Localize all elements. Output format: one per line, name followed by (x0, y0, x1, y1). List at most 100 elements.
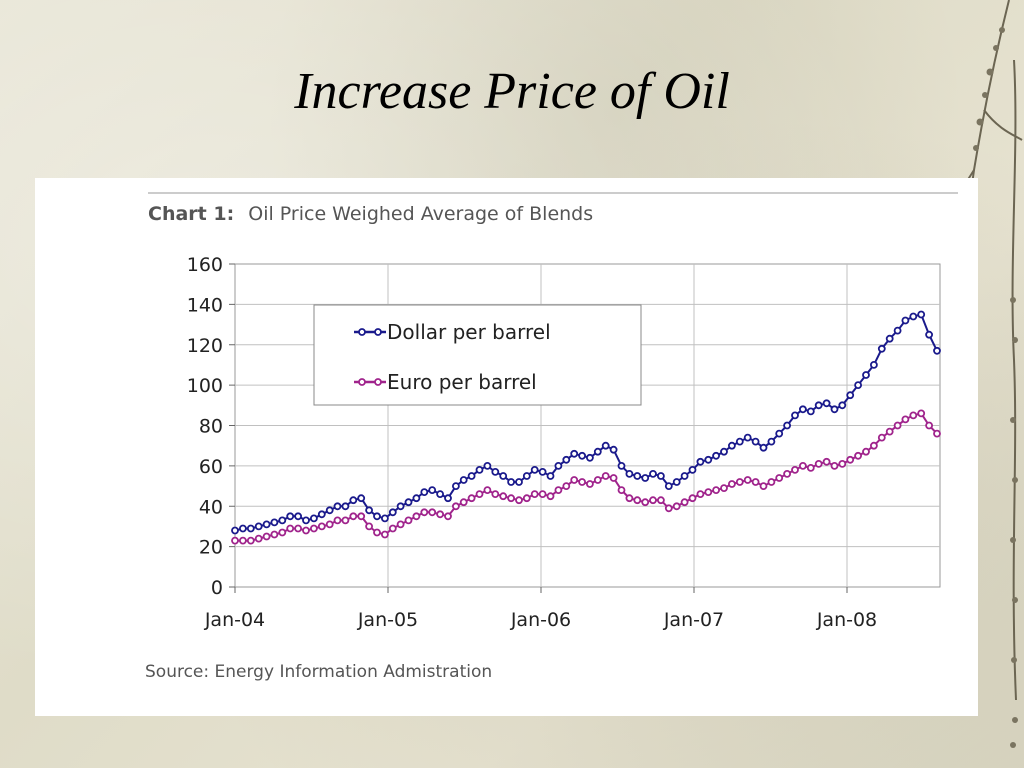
data-point-euro (451, 502, 460, 511)
data-point-dollar (806, 407, 815, 416)
legend-swatch-marker (358, 328, 366, 336)
data-point-euro (806, 463, 815, 472)
data-point-dollar (507, 478, 516, 486)
data-point-dollar (341, 502, 350, 511)
y-tick-label: 60 (199, 456, 223, 478)
data-point-euro (380, 530, 389, 539)
data-point-euro (783, 469, 791, 478)
data-point-dollar (633, 472, 642, 480)
data-point-dollar (735, 437, 744, 446)
data-point-euro (412, 512, 421, 521)
data-point-dollar (254, 522, 263, 531)
data-point-euro (325, 520, 334, 529)
data-point-dollar (720, 447, 728, 456)
legend-label: Euro per barrel (387, 370, 537, 394)
svg-text:Chart 1: Oil Price Weigh: Chart 1: Oil Price Weighed Average of Bl… (148, 203, 593, 225)
data-point-euro (672, 502, 681, 511)
data-point-euro (459, 498, 468, 507)
data-point-euro (586, 480, 594, 488)
data-point-euro (578, 478, 586, 486)
data-point-dollar (365, 506, 374, 515)
y-tick-label: 120 (187, 335, 223, 357)
data-point-euro (925, 421, 933, 430)
data-point-dollar (877, 344, 886, 353)
data-point-euro (475, 490, 484, 499)
data-point-euro (854, 451, 862, 460)
data-point-dollar (625, 469, 634, 478)
data-point-dollar (396, 502, 405, 511)
x-tick-label: Jan-08 (816, 609, 877, 631)
data-point-euro (254, 534, 263, 543)
data-point-dollar (538, 467, 547, 476)
data-point-dollar (570, 449, 579, 458)
data-point-dollar (270, 518, 279, 527)
data-point-euro (278, 528, 287, 537)
data-point-dollar (373, 512, 381, 521)
data-point-dollar (593, 447, 602, 456)
data-point-euro (483, 486, 492, 495)
data-point-euro (562, 482, 571, 491)
data-point-dollar (467, 472, 476, 480)
oil-price-chart: Chart 1: Oil Price Weighed Average of Bl… (145, 192, 958, 682)
data-point-euro (680, 498, 689, 507)
data-point-euro (917, 409, 926, 418)
data-point-euro (704, 488, 713, 497)
data-point-dollar (909, 312, 918, 321)
data-point-euro (759, 482, 768, 491)
data-point-dollar (783, 421, 791, 430)
data-point-dollar (822, 399, 831, 408)
data-point-euro (751, 478, 760, 486)
data-point-euro (270, 530, 279, 539)
data-point-dollar (846, 391, 855, 400)
data-point-dollar (586, 453, 594, 462)
data-point-euro (302, 526, 310, 535)
data-point-dollar (404, 498, 413, 507)
x-tick-label: Jan-07 (663, 609, 724, 631)
data-point-dollar (641, 474, 650, 482)
legend-swatch-marker (374, 378, 382, 386)
data-point-euro (231, 536, 239, 545)
data-point-dollar (420, 488, 429, 497)
data-point-euro (262, 532, 271, 541)
data-point-dollar (286, 512, 295, 521)
data-point-euro (609, 474, 618, 482)
data-point-euro (530, 490, 539, 499)
data-point-euro (388, 524, 397, 533)
data-point-euro (728, 480, 736, 488)
chart-panel: Chart 1: Oil Price Weighed Average of Bl… (35, 178, 978, 716)
data-point-dollar (246, 524, 255, 533)
data-point-dollar (522, 472, 531, 480)
data-point-dollar (412, 494, 421, 503)
data-point-dollar (917, 310, 926, 319)
data-point-dollar (680, 472, 689, 480)
data-point-euro (791, 465, 799, 474)
data-point-euro (349, 512, 358, 521)
data-point-euro (641, 498, 650, 507)
data-point-euro (554, 486, 563, 495)
data-point-euro (814, 459, 823, 468)
data-point-dollar (854, 381, 862, 390)
data-point-dollar (791, 411, 799, 420)
legend-swatch-marker (374, 328, 382, 336)
data-point-euro (720, 484, 728, 493)
data-point-euro (601, 472, 610, 480)
data-point-dollar (925, 330, 933, 339)
data-point-euro (546, 492, 555, 501)
data-point-dollar (436, 490, 445, 499)
data-point-dollar (870, 360, 878, 369)
data-point-dollar (767, 437, 776, 446)
data-point-euro (538, 490, 547, 499)
data-point-euro (436, 510, 445, 519)
y-tick-label: 160 (187, 254, 223, 276)
y-tick-label: 0 (211, 577, 223, 599)
data-point-euro (870, 441, 878, 450)
data-point-euro (515, 496, 523, 505)
data-point-dollar (357, 494, 366, 503)
data-point-dollar (562, 455, 571, 464)
data-point-euro (877, 433, 886, 442)
data-point-dollar (515, 478, 523, 486)
data-point-dollar (491, 467, 500, 476)
data-point-dollar (799, 405, 807, 414)
data-point-dollar (444, 494, 452, 503)
data-point-euro (373, 528, 381, 537)
